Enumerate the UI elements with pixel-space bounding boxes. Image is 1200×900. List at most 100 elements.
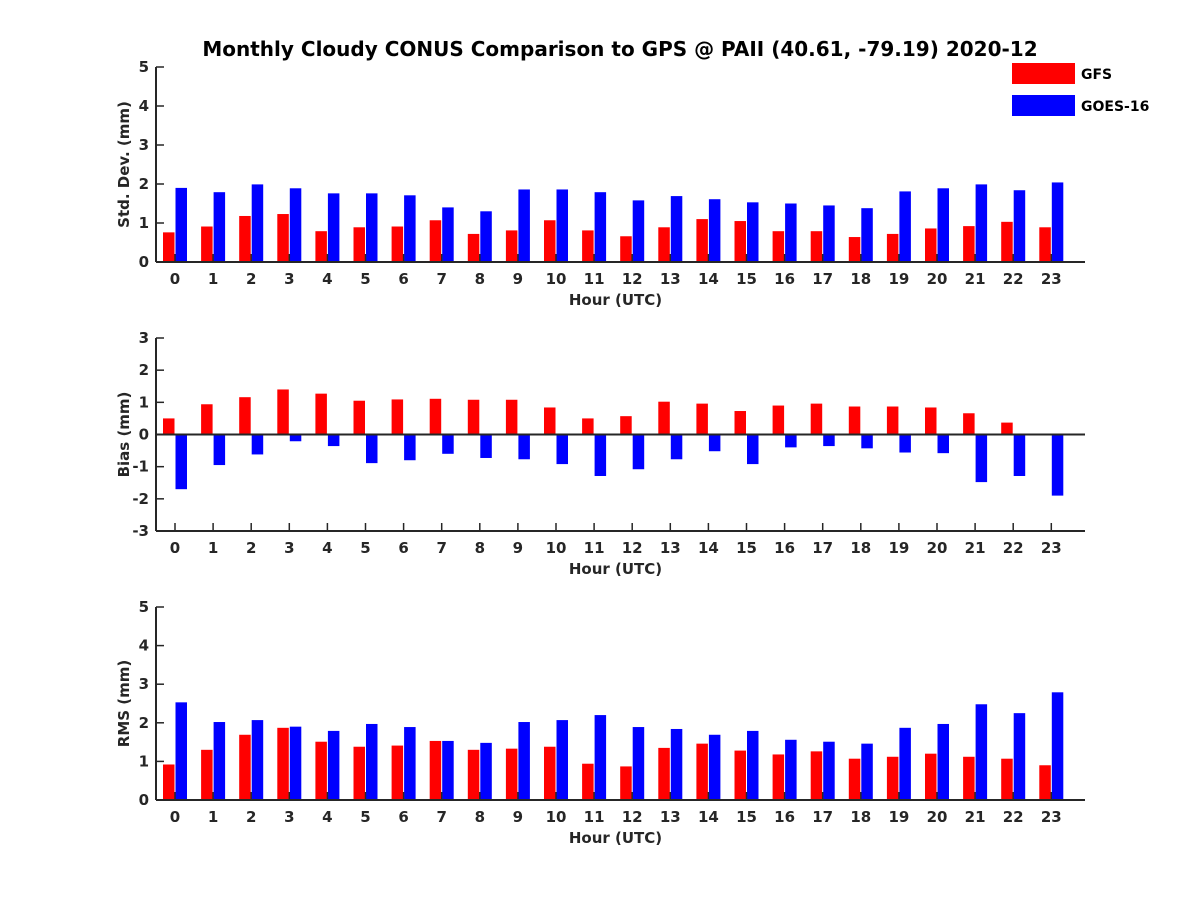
legend: GFS GOES-16: [1012, 63, 1149, 116]
bar-goes16-hour-1: [213, 434, 226, 466]
bar-goes16-hour-12: [632, 434, 645, 470]
x-tick-label: 3: [284, 539, 294, 557]
bar-goes16-hour-22: [1013, 190, 1026, 262]
x-tick-label: 16: [774, 808, 795, 826]
bar-goes16-hour-10: [556, 189, 568, 262]
bar-gfs-hour-22: [1001, 758, 1013, 800]
x-tick-label: 1: [208, 808, 218, 826]
bar-gfs-hour-15: [734, 411, 746, 435]
bar-goes16-hour-22: [1013, 713, 1026, 800]
bar-gfs-hour-2: [239, 215, 251, 262]
bar-goes16-hour-11: [594, 192, 607, 262]
bar-goes16-hour-16: [785, 739, 797, 800]
bar-goes16-hour-9: [518, 434, 530, 460]
x-tick-label: 19: [888, 270, 909, 288]
bar-goes16-hour-14: [708, 199, 721, 262]
bar-goes16-hour-15: [747, 434, 759, 465]
bar-goes16-hour-0: [175, 434, 187, 490]
bar-goes16-hour-16: [785, 434, 797, 448]
bar-goes16-hour-19: [899, 727, 911, 800]
bar-goes16-hour-2: [251, 720, 264, 800]
x-tick-label: 10: [546, 539, 567, 557]
bar-goes16-hour-1: [213, 192, 226, 262]
y-tick-label: 5: [139, 58, 149, 76]
bar-gfs-hour-18: [848, 406, 861, 435]
bar-gfs-hour-11: [582, 230, 594, 262]
x-tick-label: 3: [284, 270, 294, 288]
bar-gfs-hour-0: [163, 232, 175, 262]
bar-goes16-hour-20: [937, 434, 949, 454]
y-tick-label: -2: [132, 490, 149, 508]
x-tick-label: 4: [322, 270, 332, 288]
bar-gfs-hour-21: [963, 756, 975, 800]
legend-label-gfs: GFS: [1081, 67, 1112, 83]
bar-gfs-hour-13: [658, 227, 670, 262]
bar-goes16-hour-21: [975, 434, 988, 483]
bar-goes16-hour-10: [556, 434, 568, 465]
x-tick-label: 5: [360, 270, 370, 288]
bar-gfs-hour-5: [353, 746, 365, 800]
bar-gfs-hour-0: [163, 418, 175, 435]
x-tick-label: 22: [1003, 539, 1024, 557]
bar-gfs-hour-18: [848, 758, 861, 800]
bar-gfs-hour-10: [544, 746, 556, 800]
bar-gfs-hour-8: [467, 233, 480, 262]
bar-goes16-hour-21: [975, 704, 988, 800]
bar-goes16-hour-18: [861, 434, 873, 449]
x-tick-label: 5: [360, 539, 370, 557]
x-tick-label: 20: [927, 808, 948, 826]
x-tick-label: 5: [360, 808, 370, 826]
bar-gfs-hour-17: [810, 751, 823, 800]
bar-gfs-hour-12: [620, 236, 632, 262]
bar-gfs-hour-4: [315, 741, 327, 800]
x-tick-label: 11: [584, 808, 605, 826]
bar-gfs-hour-16: [772, 405, 785, 435]
y-tick-label: 4: [139, 97, 149, 115]
bar-goes16-hour-0: [175, 187, 187, 262]
bar-gfs-hour-19: [886, 406, 899, 435]
bar-goes16-hour-18: [861, 208, 873, 262]
x-tick-label: 8: [475, 808, 485, 826]
bar-gfs-hour-22: [1001, 422, 1013, 435]
bar-goes16-hour-9: [518, 722, 530, 800]
x-tick-label: 3: [284, 808, 294, 826]
x-tick-label: 12: [622, 270, 643, 288]
x-tick-label: 2: [246, 539, 256, 557]
bar-goes16-hour-13: [670, 196, 683, 262]
bar-gfs-hour-9: [505, 748, 518, 800]
legend-swatch-gfs: [1012, 63, 1075, 84]
x-tick-label: 0: [170, 808, 180, 826]
x-tick-label: 23: [1041, 270, 1062, 288]
y-tick-label: 5: [139, 598, 149, 616]
x-tick-label: 18: [850, 539, 871, 557]
bar-gfs-hour-6: [391, 745, 404, 800]
bar-goes16-hour-3: [289, 434, 302, 442]
bar-goes16-hour-11: [594, 715, 607, 800]
x-tick-label: 9: [513, 808, 523, 826]
x-tick-label: 12: [622, 539, 643, 557]
x-tick-label: 19: [888, 808, 909, 826]
bar-gfs-hour-14: [696, 743, 708, 800]
bar-goes16-hour-19: [899, 191, 911, 262]
bar-goes16-hour-12: [632, 727, 645, 800]
bar-goes16-hour-14: [708, 734, 721, 800]
x-tick-label: 17: [812, 539, 833, 557]
bar-goes16-hour-17: [823, 205, 835, 262]
bar-goes16-hour-15: [747, 730, 759, 800]
x-tick-label: 16: [774, 539, 795, 557]
x-tick-label: 12: [622, 808, 643, 826]
bar-gfs-hour-7: [429, 740, 442, 800]
y-tick-label: 1: [139, 214, 149, 232]
bar-gfs-hour-6: [391, 226, 404, 262]
bar-goes16-hour-5: [366, 723, 378, 800]
bar-gfs-hour-0: [163, 764, 175, 800]
legend-label-goes16: GOES-16: [1081, 99, 1149, 115]
bar-goes16-hour-4: [327, 730, 340, 800]
bar-gfs-hour-4: [315, 231, 327, 262]
bar-gfs-hour-21: [963, 413, 975, 435]
bar-goes16-hour-12: [632, 200, 645, 262]
bar-goes16-hour-1: [213, 722, 226, 800]
